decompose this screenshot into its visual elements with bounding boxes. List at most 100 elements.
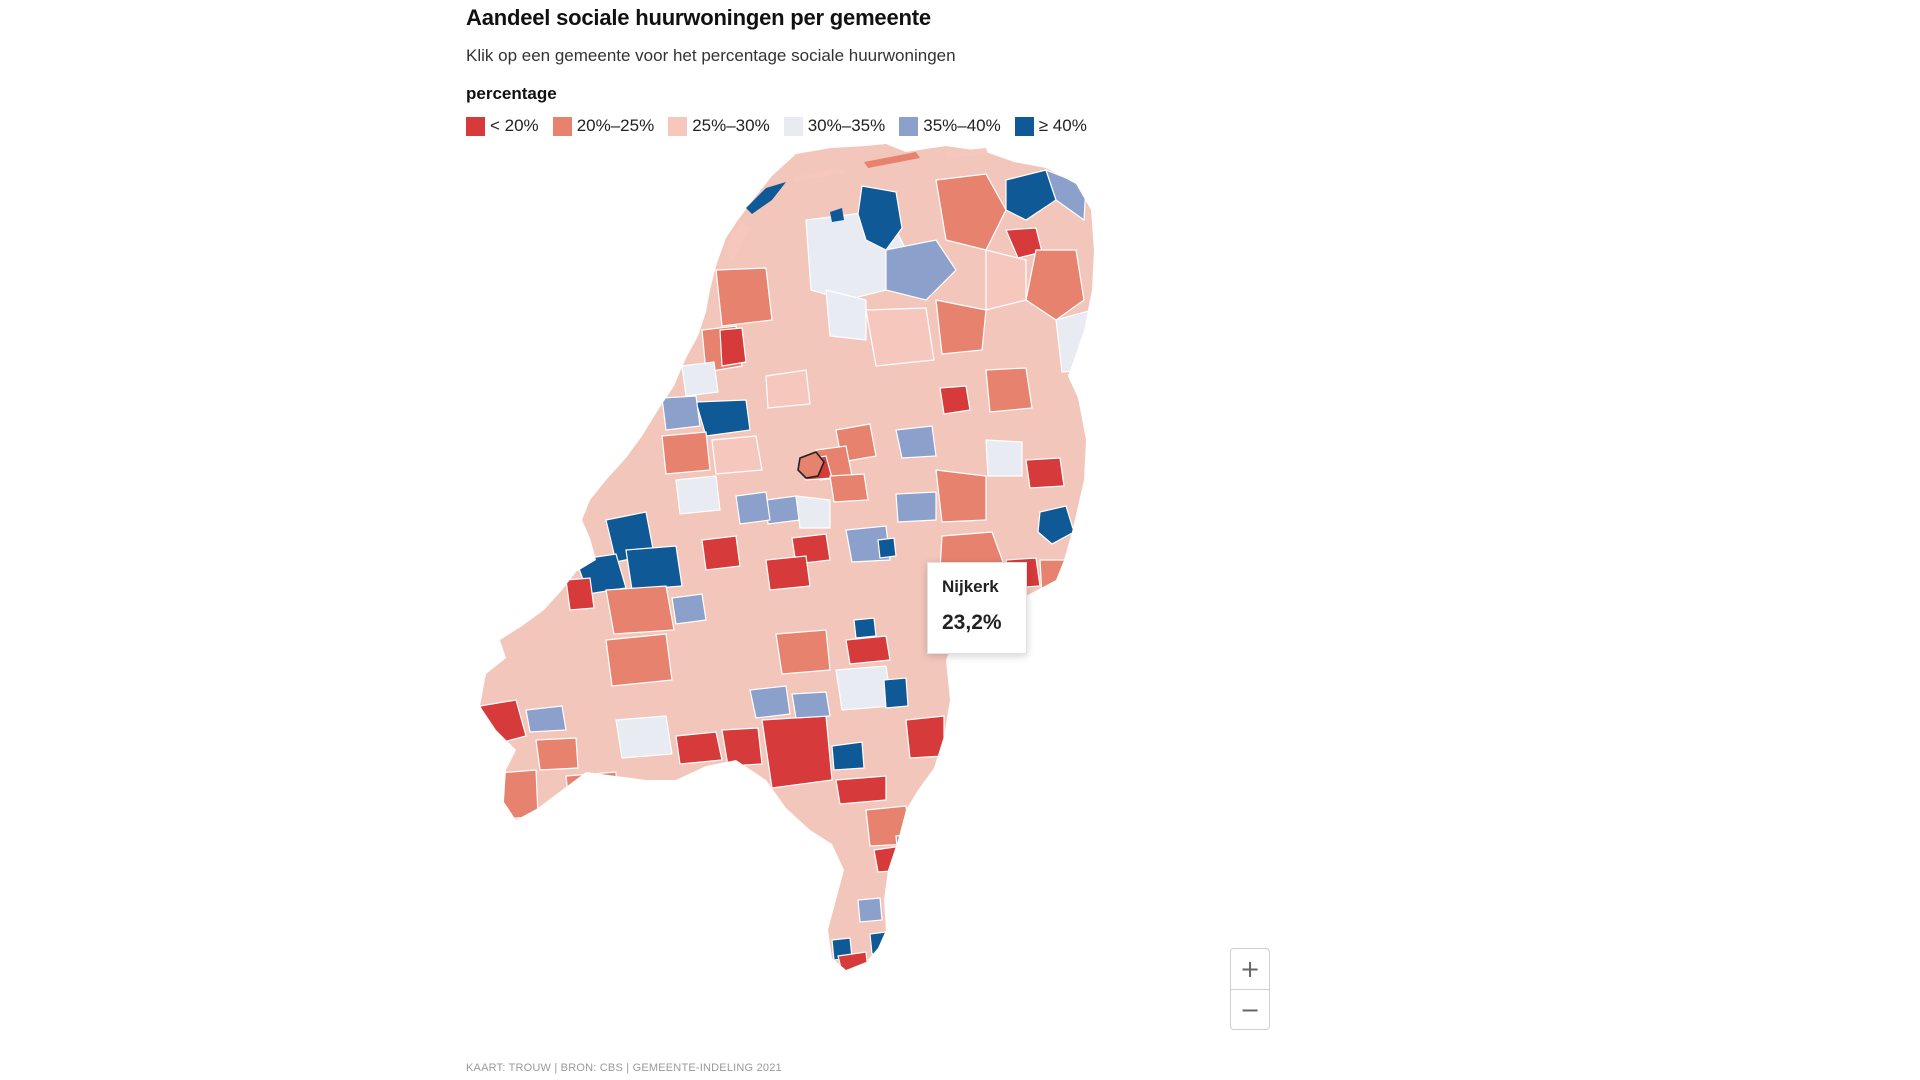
municipality[interactable] — [1005, 169, 1057, 221]
municipality-tooltip: Nijkerk 23,2% — [927, 562, 1027, 654]
municipality[interactable] — [895, 833, 919, 859]
municipality[interactable] — [939, 385, 971, 415]
legend-label: ≥ 40% — [1038, 116, 1087, 135]
municipality[interactable] — [857, 185, 903, 251]
municipality[interactable] — [935, 469, 987, 523]
municipality[interactable] — [765, 495, 801, 525]
municipality[interactable] — [791, 691, 831, 719]
municipality-nijkerk[interactable] — [797, 451, 825, 479]
legend-swatch — [899, 116, 919, 136]
legend-title: percentage — [466, 84, 557, 103]
municipality[interactable] — [775, 629, 831, 675]
municipality[interactable] — [749, 685, 791, 719]
municipality[interactable] — [946, 148, 988, 158]
municipality[interactable] — [761, 715, 833, 789]
municipality[interactable] — [675, 731, 723, 765]
municipality[interactable] — [865, 805, 911, 847]
legend-swatch — [1014, 116, 1034, 136]
legend-label: 25%–30% — [692, 116, 770, 135]
municipality[interactable] — [795, 495, 831, 529]
municipality[interactable] — [1025, 457, 1065, 489]
municipality[interactable] — [985, 367, 1033, 413]
municipality[interactable] — [864, 152, 920, 168]
municipality[interactable] — [485, 769, 539, 821]
municipality[interactable] — [985, 439, 1023, 477]
municipality[interactable] — [825, 289, 867, 341]
municipality[interactable] — [675, 475, 721, 515]
municipality[interactable] — [605, 633, 673, 687]
municipality[interactable] — [728, 222, 750, 262]
municipality[interactable] — [765, 555, 811, 591]
municipality[interactable] — [525, 705, 567, 733]
municipality[interactable] — [719, 327, 747, 367]
tooltip-value: 23,2% — [942, 611, 1002, 634]
municipality[interactable] — [792, 168, 846, 182]
municipality[interactable] — [711, 435, 763, 475]
legend-swatch — [552, 116, 572, 136]
municipality[interactable] — [721, 727, 763, 767]
minus-icon: − — [1239, 996, 1261, 1024]
municipality[interactable] — [565, 577, 595, 611]
municipality[interactable] — [837, 951, 869, 972]
municipality[interactable] — [661, 395, 701, 431]
municipality[interactable] — [865, 307, 935, 367]
municipality[interactable] — [1055, 309, 1093, 373]
municipality[interactable] — [885, 239, 957, 301]
municipality[interactable] — [1025, 249, 1085, 321]
municipalities — [480, 144, 1094, 972]
municipality[interactable] — [857, 897, 883, 923]
municipality[interactable] — [985, 249, 1027, 311]
legend-item-30-35[interactable]: 30%–35% — [783, 116, 886, 136]
zoom-out-button[interactable]: − — [1231, 989, 1269, 1029]
legend-item-25-30[interactable]: 25%–30% — [668, 116, 770, 136]
municipality[interactable] — [905, 715, 945, 759]
zoom-in-button[interactable]: + — [1231, 949, 1269, 989]
municipality[interactable] — [535, 737, 579, 771]
municipality[interactable] — [715, 267, 773, 327]
map-title: Aandeel sociale huurwoningen per gemeent… — [466, 5, 931, 30]
map-subtitle: Klik op een gemeente voor het percentage… — [466, 46, 956, 65]
municipality[interactable] — [695, 399, 751, 437]
legend-label: 30%–35% — [807, 116, 886, 135]
map-credit: KAART: TROUW | BRON: CBS | GEMEENTE-INDE… — [466, 1062, 782, 1074]
legend-swatch — [466, 116, 485, 136]
legend-label: < 20% — [490, 116, 539, 135]
municipality[interactable] — [615, 715, 673, 759]
municipality[interactable] — [671, 593, 707, 625]
municipality[interactable] — [701, 535, 741, 571]
municipality[interactable] — [877, 537, 897, 559]
municipality[interactable] — [565, 771, 619, 813]
municipality[interactable] — [935, 299, 987, 355]
municipality[interactable] — [835, 775, 887, 805]
municipality[interactable] — [605, 585, 675, 635]
legend-item-35-40[interactable]: 35%–40% — [899, 116, 1001, 136]
zoom-control: + − — [1230, 948, 1270, 1030]
municipality[interactable] — [895, 491, 937, 523]
choropleth-map[interactable] — [466, 140, 1306, 1040]
municipality[interactable] — [835, 665, 893, 711]
municipality[interactable] — [1039, 559, 1071, 597]
municipality[interactable] — [873, 845, 907, 873]
municipality[interactable] — [681, 361, 719, 397]
municipality[interactable] — [845, 635, 891, 665]
municipality[interactable] — [625, 545, 683, 591]
municipality[interactable] — [765, 369, 811, 409]
legend-item-lt20[interactable]: < 20% — [466, 116, 539, 136]
map-widget: Aandeel sociale huurwoningen per gemeent… — [466, 0, 1306, 1080]
municipality[interactable] — [830, 208, 844, 222]
legend: < 20% 20%–25% 25%–30% 30%–35% 35%–40% ≥ … — [466, 116, 1087, 136]
municipality[interactable] — [831, 741, 865, 771]
municipality[interactable] — [746, 182, 786, 214]
municipality[interactable] — [853, 617, 877, 639]
legend-label: 20%–25% — [576, 116, 655, 135]
municipality[interactable] — [883, 677, 909, 709]
municipality[interactable] — [895, 425, 937, 459]
municipality[interactable] — [1037, 505, 1075, 545]
municipality[interactable] — [661, 431, 711, 475]
municipality[interactable] — [935, 173, 1007, 251]
legend-item-20-25[interactable]: 20%–25% — [552, 116, 655, 136]
municipality[interactable] — [735, 491, 771, 525]
municipality[interactable] — [869, 931, 889, 955]
legend-item-gte40[interactable]: ≥ 40% — [1014, 116, 1087, 136]
municipality[interactable] — [829, 473, 869, 503]
